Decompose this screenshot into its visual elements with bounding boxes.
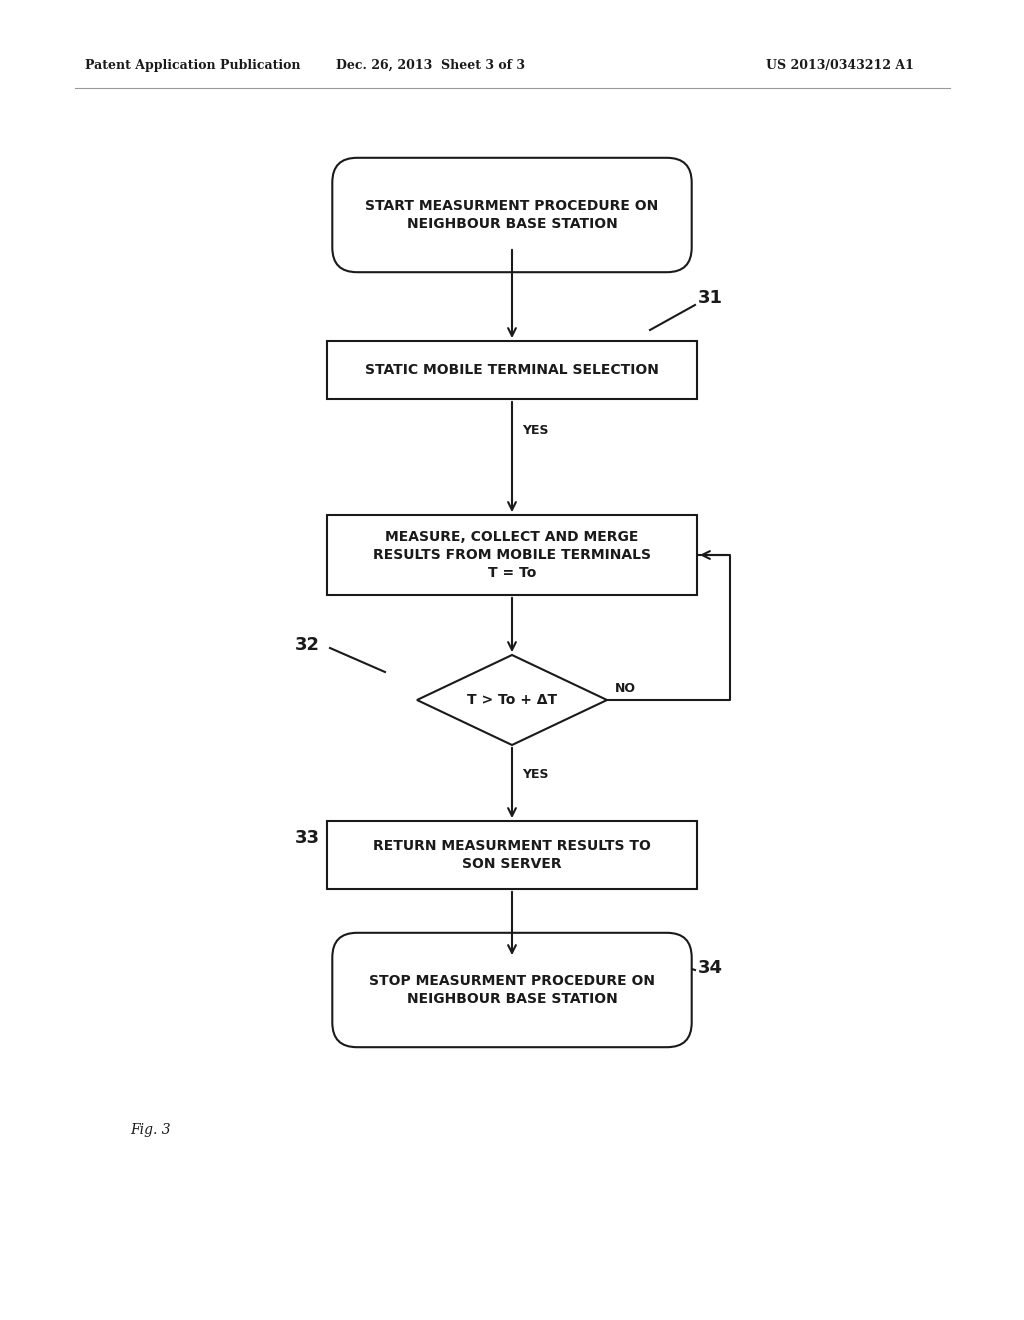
Bar <box>327 341 697 399</box>
Text: 32: 32 <box>295 636 319 653</box>
FancyBboxPatch shape <box>333 933 691 1047</box>
Text: START MEASURMENT PROCEDURE ON
NEIGHBOUR BASE STATION: START MEASURMENT PROCEDURE ON NEIGHBOUR … <box>366 199 658 231</box>
Text: 31: 31 <box>698 289 723 308</box>
Text: YES: YES <box>522 768 549 781</box>
Text: Patent Application Publication: Patent Application Publication <box>85 58 300 71</box>
Text: Dec. 26, 2013  Sheet 3 of 3: Dec. 26, 2013 Sheet 3 of 3 <box>336 58 524 71</box>
Bar <box>327 821 697 888</box>
Polygon shape <box>417 655 607 744</box>
FancyBboxPatch shape <box>333 158 691 272</box>
Text: NO: NO <box>615 681 636 694</box>
Bar <box>327 515 697 595</box>
Text: T > To + ΔT: T > To + ΔT <box>467 693 557 708</box>
Text: MEASURE, COLLECT AND MERGE
RESULTS FROM MOBILE TERMINALS
T = To: MEASURE, COLLECT AND MERGE RESULTS FROM … <box>373 529 651 581</box>
Text: 33: 33 <box>295 829 319 847</box>
Text: US 2013/0343212 A1: US 2013/0343212 A1 <box>766 58 914 71</box>
Text: Fig. 3: Fig. 3 <box>130 1123 171 1137</box>
Text: 34: 34 <box>698 960 723 977</box>
Text: RETURN MEASURMENT RESULTS TO
SON SERVER: RETURN MEASURMENT RESULTS TO SON SERVER <box>373 838 651 871</box>
Text: YES: YES <box>522 424 549 437</box>
Text: STATIC MOBILE TERMINAL SELECTION: STATIC MOBILE TERMINAL SELECTION <box>366 363 658 378</box>
Text: STOP MEASURMENT PROCEDURE ON
NEIGHBOUR BASE STATION: STOP MEASURMENT PROCEDURE ON NEIGHBOUR B… <box>369 974 655 1006</box>
